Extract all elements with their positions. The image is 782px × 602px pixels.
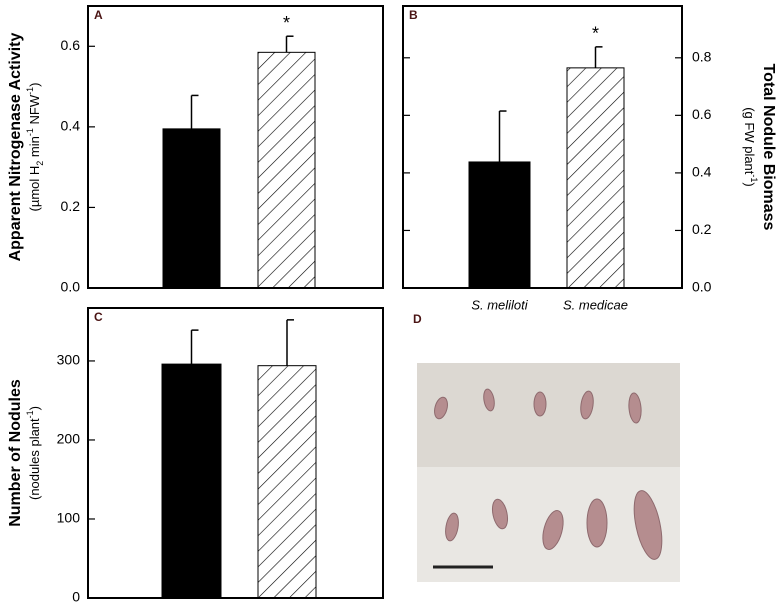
bar bbox=[257, 51, 316, 289]
significance-mark: * bbox=[592, 24, 599, 44]
y-tick-label: 0.6 bbox=[61, 37, 81, 53]
bar bbox=[468, 161, 531, 289]
unit-part: min bbox=[27, 136, 42, 161]
panel-label: A bbox=[94, 8, 103, 22]
y-tick-label: 0.0 bbox=[61, 279, 81, 295]
x-tick-label: S. meliloti bbox=[471, 297, 528, 312]
y-axis-unit: (nodules plant-1) bbox=[25, 406, 42, 500]
y-tick-label: 0 bbox=[72, 589, 80, 602]
y-tick-label: 0.6 bbox=[692, 106, 712, 122]
panel-label: B bbox=[409, 8, 418, 22]
unit-part: ) bbox=[742, 182, 757, 186]
y-tick-label: 0.0 bbox=[692, 279, 712, 295]
plot-frame bbox=[87, 5, 384, 289]
y-axis-unit: (µmol H2 min-1 NFW-1) bbox=[25, 83, 45, 212]
x-tick-label: S. medicae bbox=[563, 297, 628, 312]
y-axis-title: Number of Nodules bbox=[7, 379, 24, 527]
y-axis-title: Apparent Nitrogenase Activity bbox=[7, 33, 24, 262]
unit-part: -1 bbox=[749, 174, 759, 182]
nodules bbox=[434, 388, 663, 560]
y-tick-label: 0.8 bbox=[692, 48, 712, 64]
panel-label: D bbox=[413, 312, 422, 326]
unit-part: 2 bbox=[35, 161, 45, 166]
bar bbox=[566, 67, 625, 289]
plot-frame bbox=[87, 307, 384, 599]
y-tick-label: 0.2 bbox=[692, 221, 712, 237]
photo-panel: D bbox=[413, 312, 680, 582]
y-axis-title: Total Nodule Biomass bbox=[760, 64, 777, 231]
bar bbox=[162, 128, 221, 289]
unit-part: NFW bbox=[27, 94, 42, 128]
unit-part: (g FW plant bbox=[742, 107, 757, 175]
y-tick-label: 0.2 bbox=[61, 198, 81, 214]
unit-part: -1 bbox=[25, 410, 35, 418]
unit-part: ) bbox=[27, 406, 42, 410]
bar bbox=[257, 365, 317, 599]
y-tick-label: 0.4 bbox=[61, 118, 81, 134]
unit-part: (µmol H bbox=[27, 166, 42, 212]
y-tick-label: 0.4 bbox=[692, 164, 712, 180]
y-tick-label: 200 bbox=[57, 431, 81, 447]
panel-label: C bbox=[94, 310, 103, 324]
plot-frame bbox=[402, 5, 683, 289]
y-tick-label: 100 bbox=[57, 510, 81, 526]
unit-part: (nodules plant bbox=[27, 418, 42, 500]
unit-part: -1 bbox=[25, 128, 35, 136]
unit-part: ) bbox=[27, 83, 42, 87]
y-axis-unit: (g FW plant-1) bbox=[742, 107, 759, 187]
significance-mark: * bbox=[283, 13, 290, 33]
y-tick-label: 300 bbox=[57, 352, 81, 368]
bar bbox=[161, 363, 222, 599]
unit-part: -1 bbox=[25, 87, 35, 95]
